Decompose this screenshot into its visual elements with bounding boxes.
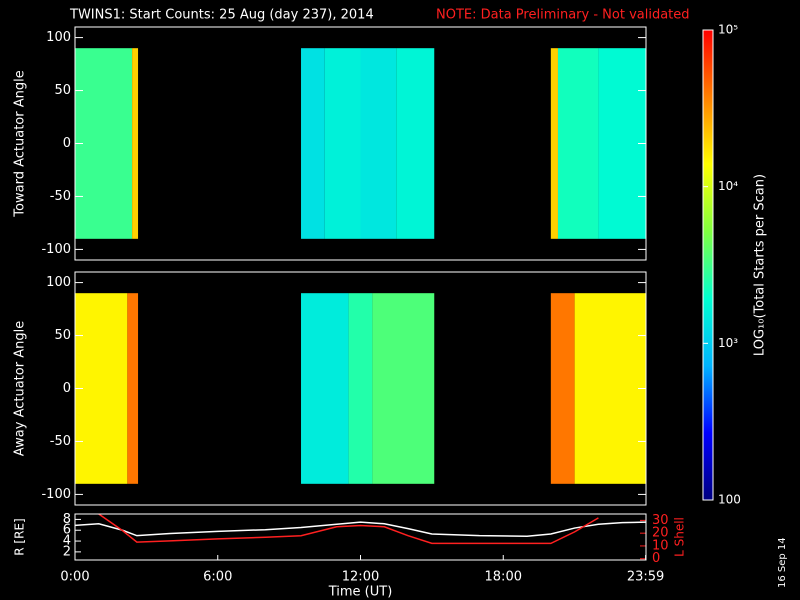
x-tick-label: 0:00 (60, 570, 89, 585)
plot-frame (74, 513, 647, 561)
heatmap-cell (360, 48, 397, 239)
heatmap-cell (75, 293, 128, 484)
y-tick-label: 6 (63, 523, 71, 538)
y-tick-label: 100 (46, 275, 71, 290)
note: NOTE: Data Preliminary - Not validated (436, 8, 690, 23)
heatmap-cell (574, 293, 646, 484)
heatmap-cell (372, 293, 435, 484)
y-tick-label: 0 (63, 381, 71, 396)
y-tick-label: 0 (63, 136, 71, 151)
y-axis-label: Toward Actuator Angle (13, 70, 28, 217)
y-tick-label: 50 (54, 83, 71, 98)
heatmap-cell (324, 48, 361, 239)
colorbar-tick-label: 10⁴ (718, 179, 738, 193)
heatmap-cell (301, 293, 349, 484)
y-tick-label: 50 (54, 328, 71, 343)
heatmap-cell (348, 293, 373, 484)
heatmap-cell (550, 293, 575, 484)
y-tick-label: 8 (63, 512, 71, 527)
y-tick-label: 4 (63, 534, 71, 549)
heatmap-cell (301, 48, 325, 239)
y2-axis-label: L Shell (673, 517, 687, 557)
line (98, 514, 599, 545)
x-tick-label: 6:00 (203, 570, 232, 585)
colorbar-tick-label: 10³ (718, 336, 738, 350)
x-axis-label: Time (UT) (328, 585, 393, 600)
y2-tick-label: 10 (652, 538, 669, 553)
x-tick-label: 12:00 (342, 570, 379, 585)
plot-frame (74, 26, 647, 261)
y2-tick-label: 0 (652, 551, 660, 566)
x-tick-label: 23:59 (627, 570, 664, 585)
line (75, 521, 646, 537)
y-tick-label: -100 (41, 487, 71, 502)
colorbar (702, 29, 714, 501)
heatmap-cell (396, 48, 435, 239)
y-axis-label: Away Actuator Angle (13, 321, 28, 456)
y-tick-label: -50 (50, 189, 71, 204)
y2-tick-label: 30 (652, 513, 669, 528)
y-tick-label: 100 (46, 30, 71, 45)
y-tick-label: -100 (41, 242, 71, 257)
colorbar-tick-label: 100 (718, 493, 741, 507)
x-tick-label: 18:00 (485, 570, 522, 585)
heatmap-cell (557, 48, 599, 239)
date-stamp: 16 Sep 14 (777, 537, 788, 588)
heatmap-cell (550, 48, 558, 239)
heatmap-cell (75, 48, 133, 239)
y-tick-label: 2 (63, 544, 71, 559)
y-axis-label: R [RE] (13, 518, 27, 555)
heatmap-cell (132, 48, 139, 239)
chart-title: TWINS1: Start Counts: 25 Aug (day 237), … (69, 8, 374, 23)
heatmap-cell (127, 293, 139, 484)
colorbar-tick-label: 10⁵ (718, 23, 738, 37)
colorbar-label: LOG₁₀(Total Starts per Scan) (753, 174, 768, 356)
y2-tick-label: 20 (652, 526, 669, 541)
y-tick-label: -50 (50, 434, 71, 449)
plot-frame (74, 271, 647, 506)
